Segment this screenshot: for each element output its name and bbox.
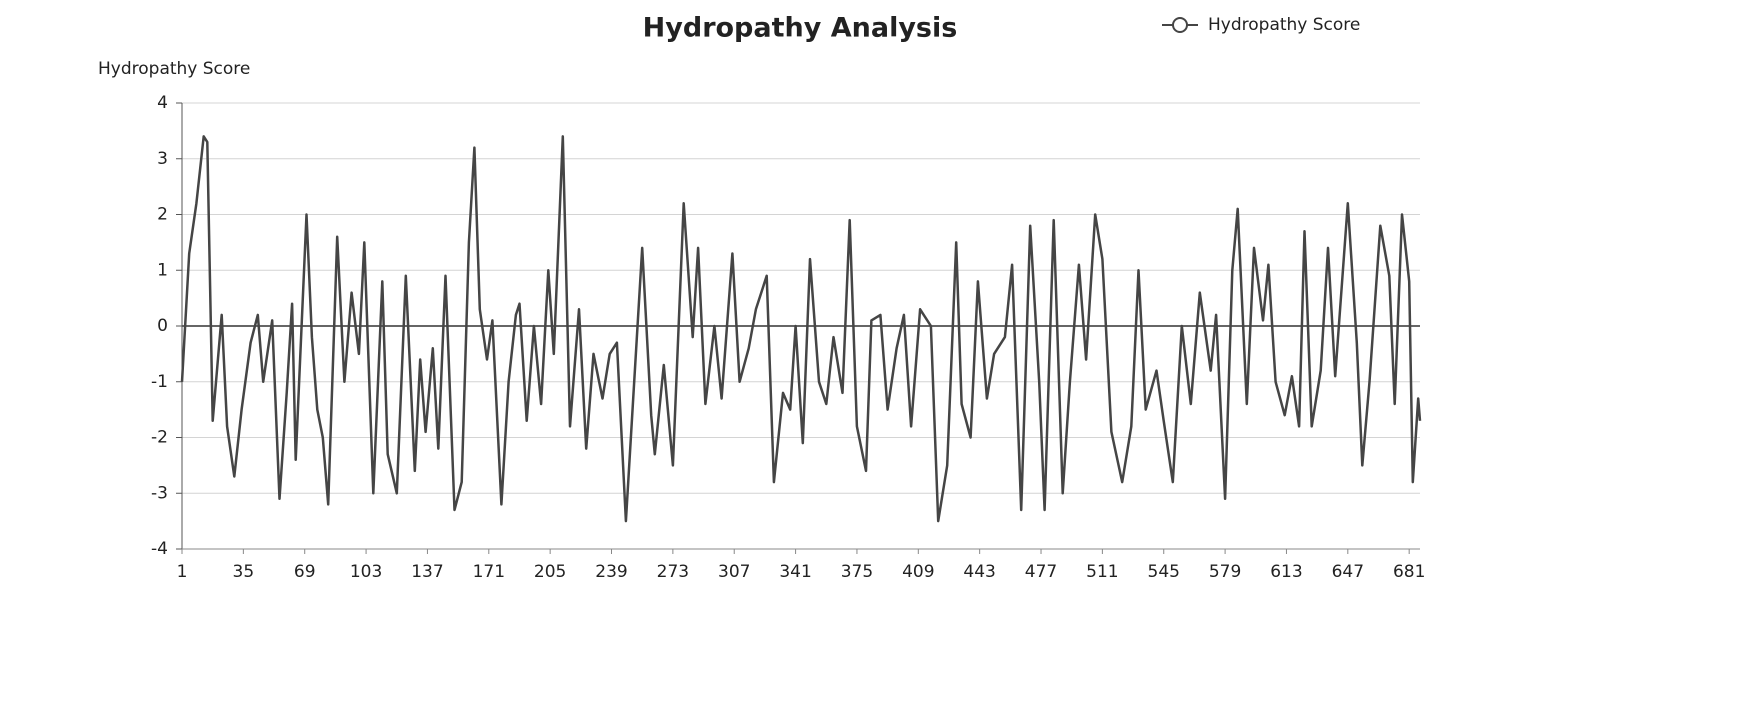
legend-marker — [1172, 17, 1188, 33]
x-tick-label: 443 — [963, 562, 995, 582]
x-tick-label: 409 — [902, 562, 934, 582]
x-tick-label: 137 — [411, 562, 443, 582]
x-tick-label: 681 — [1393, 562, 1425, 582]
x-tick-label: 307 — [718, 562, 750, 582]
x-tick-label: 647 — [1332, 562, 1364, 582]
y-tick-label: 4 — [157, 93, 168, 113]
x-tick-label: 341 — [779, 562, 811, 582]
x-tick-label: 1 — [177, 562, 188, 582]
y-tick-label: -1 — [151, 372, 168, 392]
y-axis-label: Hydropathy Score — [98, 59, 250, 79]
y-tick-label: 0 — [157, 316, 168, 336]
x-tick-label: 103 — [350, 562, 382, 582]
x-tick-label: 205 — [534, 562, 566, 582]
x-tick-label: 273 — [657, 562, 689, 582]
x-tick-label: 477 — [1025, 562, 1057, 582]
y-tick-label: -2 — [151, 428, 168, 448]
y-tick-label: -3 — [151, 483, 168, 503]
x-tick-label: 579 — [1209, 562, 1241, 582]
y-tick-label: 1 — [157, 260, 168, 280]
x-tick-label: 35 — [233, 562, 255, 582]
y-tick-label: 2 — [157, 205, 168, 225]
y-tick-label: 3 — [157, 149, 168, 169]
x-tick-label: 171 — [473, 562, 505, 582]
chart-title: Hydropathy Analysis — [643, 13, 958, 44]
legend-label: Hydropathy Score — [1208, 15, 1360, 35]
data-line — [180, 135, 1422, 523]
x-tick-label: 239 — [595, 562, 627, 582]
x-tick-label: 511 — [1086, 562, 1118, 582]
x-tick-label: 375 — [841, 562, 873, 582]
x-tick-label: 545 — [1148, 562, 1180, 582]
x-tick-label: 613 — [1270, 562, 1302, 582]
x-tick-label: 69 — [294, 562, 316, 582]
y-tick-label: -4 — [151, 539, 168, 559]
